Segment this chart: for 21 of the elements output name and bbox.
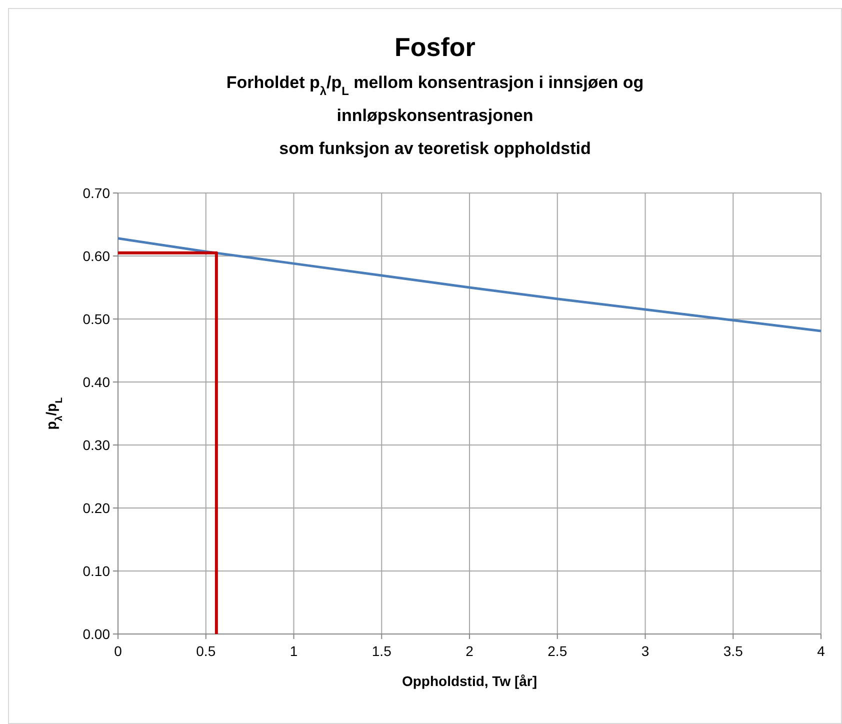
x-tick-label: 2 [466, 643, 474, 659]
y-tick-label: 0.60 [82, 248, 110, 264]
x-tick-label: 0 [114, 643, 122, 659]
chart-subtitle: Forholdet p$_{λ}$/p$_{L}$ mellom konsentrasjon i innsjøen og innløpskonsentrasjonen som funksjon av teoretisk oppholdstid [226, 73, 644, 158]
chart-title: Fosfor [394, 32, 476, 62]
y-tick-label: 0.50 [82, 310, 110, 327]
y-tick-label: 0.20 [82, 500, 110, 516]
y-tick-label: 0.30 [82, 436, 110, 453]
x-tick-label: 4 [817, 643, 826, 659]
y-tick-label: 0.70 [82, 184, 110, 201]
x-tick-label: 0.5 [196, 643, 216, 659]
y-tick-label: 0.00 [82, 626, 110, 642]
y-tick-label: 0.10 [82, 562, 110, 579]
x-tick-label: 3 [641, 643, 650, 659]
x-tick-label: 1 [290, 643, 298, 659]
x-axis-title: Oppholdstid, Tw [år] [402, 673, 538, 689]
y-tick-label: 0.40 [82, 374, 110, 390]
x-tick-label: 1.5 [372, 643, 392, 659]
x-tick-label: 2.5 [548, 643, 568, 659]
line-series [116, 237, 822, 332]
x-tick-label: 3.5 [723, 643, 744, 659]
